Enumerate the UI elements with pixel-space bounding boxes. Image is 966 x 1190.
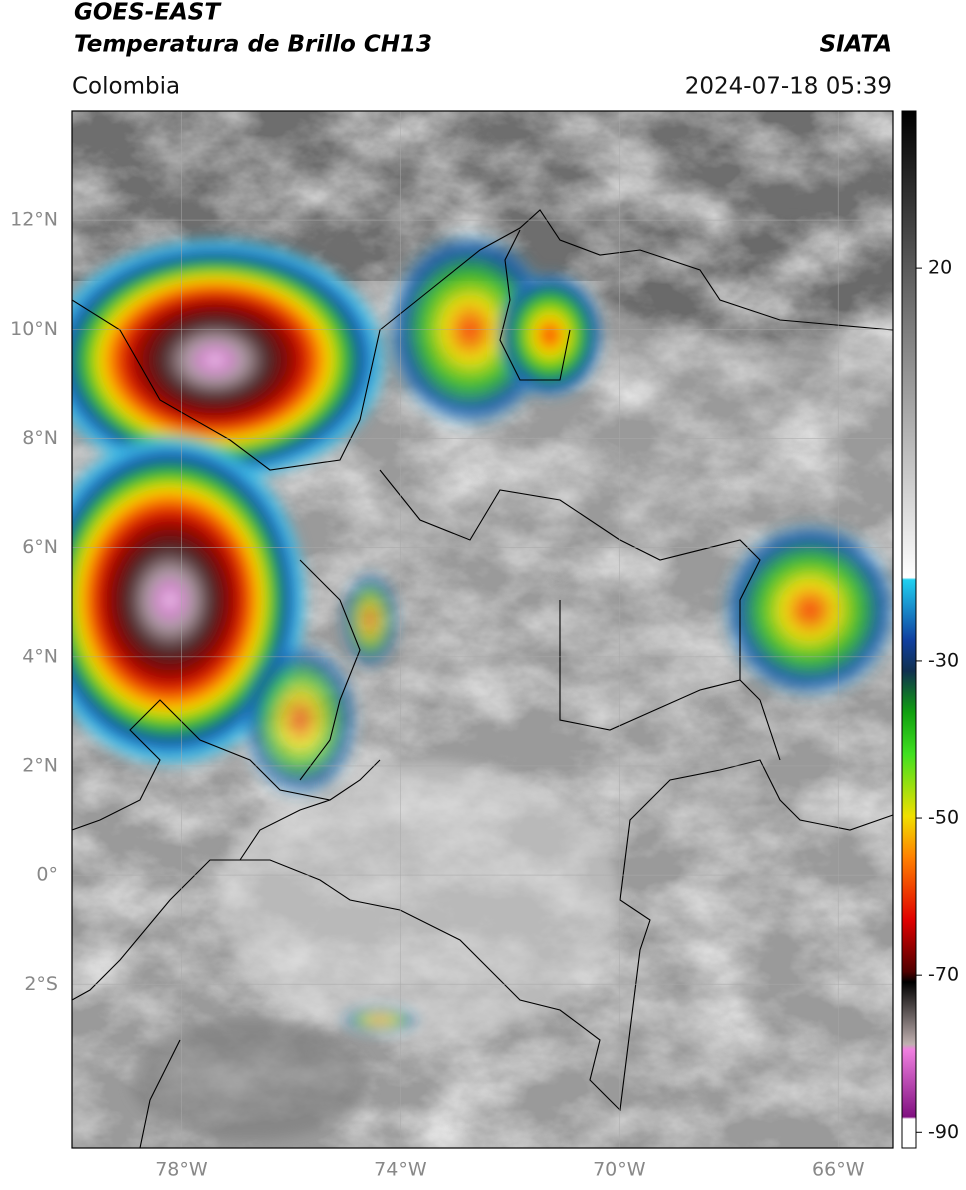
source: SIATA <box>820 32 892 58</box>
graticule <box>72 111 893 1148</box>
y-tick-label: 2°N <box>22 754 58 776</box>
y-tick-label: 12°N <box>10 209 58 231</box>
datetime: 2024-07-18 05:39 <box>685 74 892 100</box>
y-tick-label: 8°N <box>22 427 58 449</box>
colorbar <box>901 110 917 1149</box>
x-tick-label: 78°W <box>155 1159 208 1181</box>
x-tick-label: 74°W <box>374 1159 427 1181</box>
y-tick-label: 0° <box>36 864 58 886</box>
plot-frame <box>71 110 894 1149</box>
y-tick-label: 2°S <box>24 973 58 995</box>
region: Colombia <box>72 74 180 100</box>
y-tick-label: 6°N <box>22 536 58 558</box>
x-tick-label: 66°W <box>812 1159 865 1181</box>
title: GOES-EAST <box>74 0 222 26</box>
colorbar-tick-label: -50 <box>928 807 959 829</box>
colorbar-tick-label: 20 <box>928 257 952 279</box>
subtitle: Temperatura de Brillo CH13 <box>74 32 432 58</box>
y-tick-label: 10°N <box>10 318 58 340</box>
colorbar-tick-label: -70 <box>928 964 959 986</box>
colorbar-tick-label: -30 <box>928 649 959 671</box>
colorbar-tick-label: -90 <box>928 1121 959 1143</box>
y-tick-label: 4°N <box>22 645 58 667</box>
satellite-image <box>72 111 893 1148</box>
x-tick-label: 70°W <box>593 1159 646 1181</box>
